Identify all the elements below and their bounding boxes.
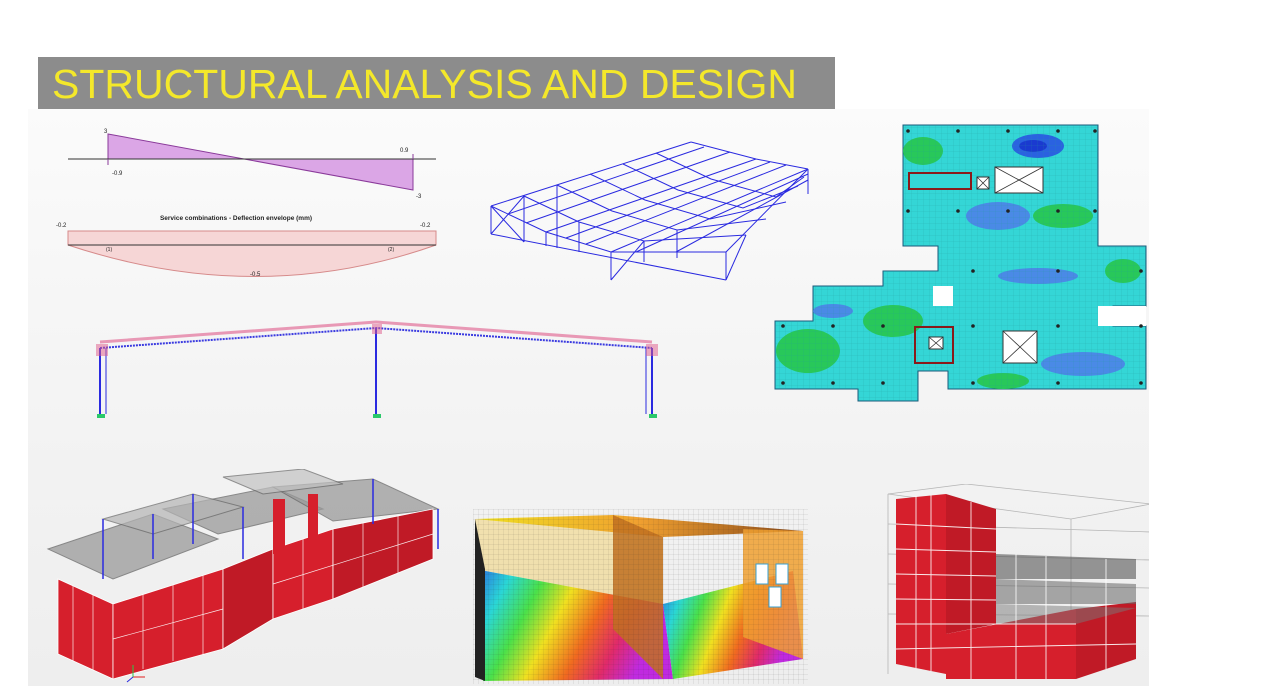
shear-left-value: -0.9: [112, 171, 123, 177]
tower-panel-grid: [895, 495, 1137, 679]
concrete-building-3d-panel: [43, 469, 463, 684]
building-columns: [102, 479, 439, 579]
tower-floor-slabs: [996, 554, 1136, 624]
shear-right-bottom-value: -3: [416, 194, 422, 200]
shear-diagram: 3 -0.9 0.9 -3: [68, 129, 436, 200]
building-wall-grid: [72, 516, 434, 670]
deflection-support-right: (2): [388, 247, 394, 253]
banner-title: STRUCTURAL ANALYSIS AND DESIGN: [52, 61, 798, 107]
slab-openings: [908, 166, 1146, 364]
deflection-right-value: -0.2: [420, 223, 431, 229]
portal-frame-members: [99, 328, 653, 414]
title-banner: STRUCTURAL ANALYSIS AND DESIGN: [38, 57, 835, 109]
deflection-left-value: -0.2: [56, 223, 67, 229]
shear-right-top-value: 0.9: [400, 148, 409, 154]
portal-frame-2d-panel: [90, 314, 670, 424]
deflection-diagram: -0.2 -0.2 -0.5 (1) (2): [56, 223, 437, 278]
deflection-support-left: (1): [106, 247, 112, 253]
deflection-title: Service combinations - Deflection envelo…: [160, 215, 312, 222]
steel-frame-3d-panel: [486, 134, 826, 284]
portal-frame-supports: [97, 414, 657, 418]
beam-diagrams-panel: 3 -0.9 0.9 -3 Service combinations - Def…: [48, 114, 448, 279]
analysis-collage: 3 -0.9 0.9 -3 Service combinations - Def…: [28, 109, 1149, 686]
deflection-mid-value: -0.5: [250, 272, 261, 278]
tower-building-3d-panel: [886, 484, 1149, 684]
fem-wall-openings: [755, 563, 789, 608]
shear-top-left-value: 3: [104, 129, 108, 135]
building-axis-triad: [126, 665, 145, 683]
steel-frame-wireframe: [490, 141, 809, 281]
portal-frame-nodes: [96, 324, 658, 356]
column-markers: [781, 129, 1143, 385]
slab-contour-plot-panel: [773, 121, 1149, 406]
fem-contour-box-panel: [473, 509, 808, 684]
